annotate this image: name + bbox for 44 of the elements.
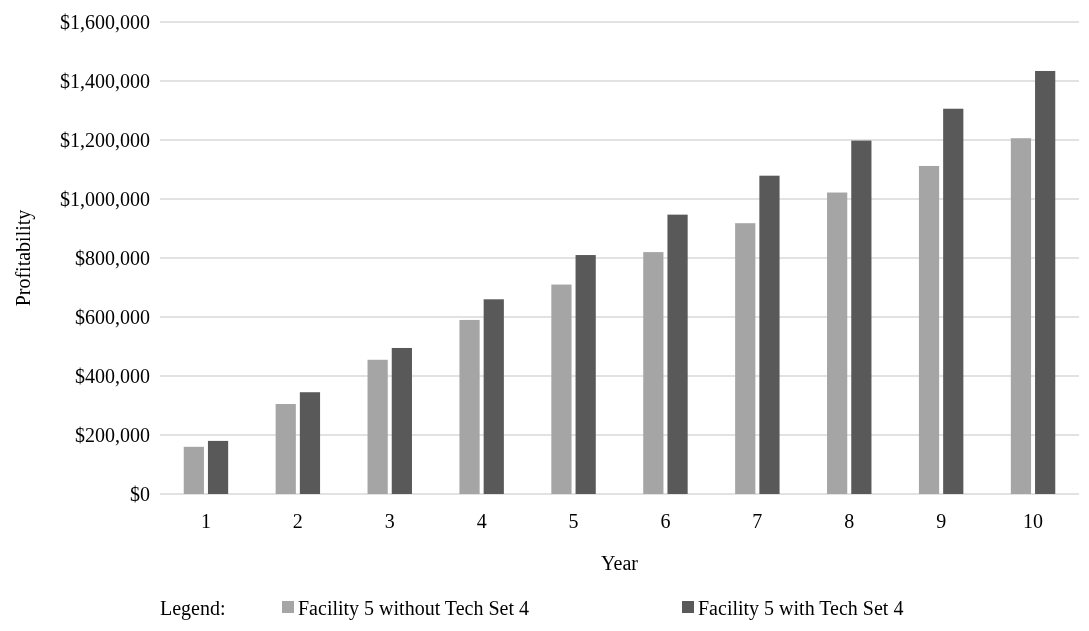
y-tick-label: $400,000 xyxy=(75,365,150,387)
bar xyxy=(943,108,964,494)
bar xyxy=(207,440,229,494)
x-tick-label: 3 xyxy=(384,510,395,532)
bar xyxy=(391,347,412,494)
x-tick-label: 9 xyxy=(936,510,947,532)
x-tick-label: 2 xyxy=(292,510,303,532)
bar xyxy=(735,223,756,494)
legend-label: Facility 5 without Tech Set 4 xyxy=(298,597,529,620)
y-axis-title: Profitability xyxy=(12,209,35,307)
bar xyxy=(851,140,872,494)
legend-label: Facility 5 with Tech Set 4 xyxy=(698,597,904,620)
y-tick-label: $0 xyxy=(130,483,150,505)
bar xyxy=(367,359,388,494)
y-tick-label: $1,200,000 xyxy=(60,129,150,151)
bar xyxy=(1010,138,1032,494)
x-tick-label: 1 xyxy=(200,510,211,532)
bar xyxy=(643,252,664,494)
bar xyxy=(551,284,572,494)
y-tick-label: $1,000,000 xyxy=(60,188,150,210)
bar xyxy=(483,299,504,494)
y-tick-label: $200,000 xyxy=(75,424,150,446)
bar xyxy=(827,192,848,494)
y-tick-label: $1,600,000 xyxy=(60,11,150,33)
x-tick-label: 7 xyxy=(752,510,763,532)
y-tick-label: $800,000 xyxy=(75,247,150,269)
bar xyxy=(575,255,596,494)
bar xyxy=(759,175,780,494)
bar xyxy=(183,446,204,494)
legend-title: Legend: xyxy=(160,597,226,620)
x-tick-label: 5 xyxy=(568,510,579,532)
bar xyxy=(459,319,480,494)
x-axis-title: Year xyxy=(601,552,639,574)
bar xyxy=(667,214,688,494)
x-tick-label: 8 xyxy=(844,510,855,532)
y-tick-label: $600,000 xyxy=(75,306,150,328)
bar xyxy=(299,392,321,494)
y-tick-label: $1,400,000 xyxy=(60,70,150,92)
x-tick-label: 10 xyxy=(1023,510,1044,532)
bar xyxy=(275,404,296,494)
x-tick-label: 6 xyxy=(660,510,671,532)
x-tick-label: 4 xyxy=(476,510,487,532)
bar xyxy=(918,165,940,494)
bar xyxy=(1035,70,1056,494)
